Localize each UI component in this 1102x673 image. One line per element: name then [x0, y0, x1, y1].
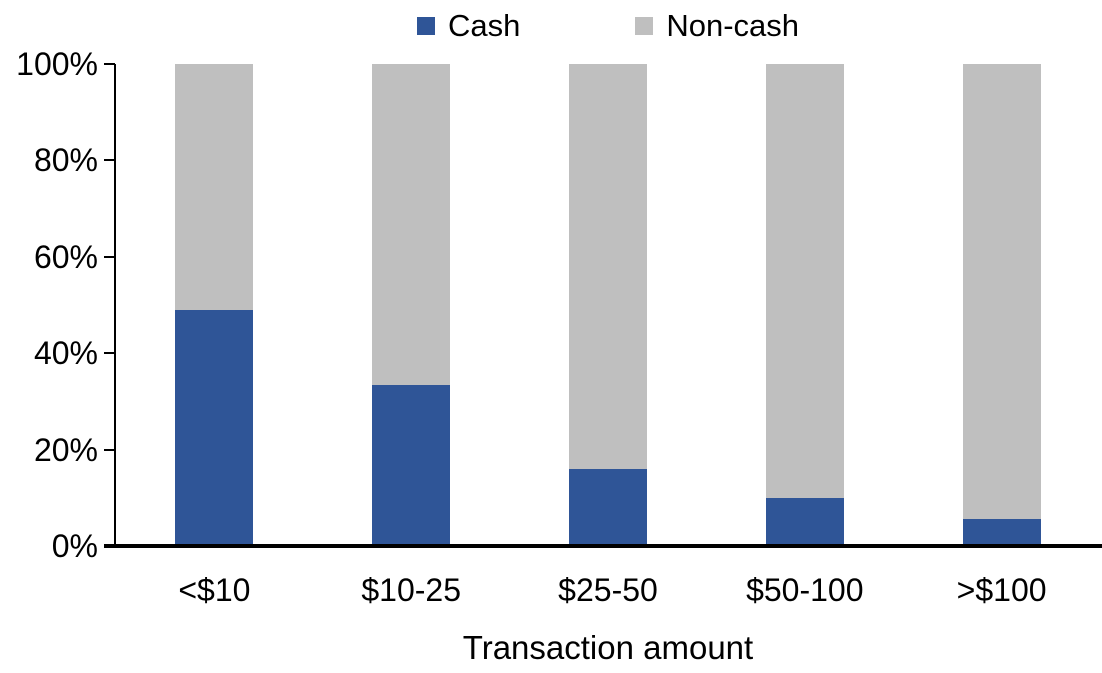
legend-label-noncash: Non-cash	[666, 8, 800, 43]
x-category-label: >$100	[956, 572, 1047, 608]
bar-noncash-segment	[175, 64, 254, 310]
bar-cash-segment	[175, 309, 254, 546]
y-tick-label: 40%	[33, 335, 98, 372]
x-category-label: $25-50	[558, 572, 658, 608]
y-tick-label: 20%	[33, 431, 98, 468]
bar-noncash-segment	[962, 64, 1041, 520]
cash-swatch-icon	[416, 16, 435, 35]
bar-cash-segment	[962, 519, 1041, 546]
legend: Cash Non-cash	[116, 10, 1100, 41]
y-tick-label: 0%	[51, 528, 98, 564]
legend-item-noncash: Non-cash	[635, 10, 799, 41]
bar-noncash-segment	[372, 64, 451, 385]
y-tick-mark	[104, 448, 115, 451]
x-category-label: <$10	[178, 572, 251, 608]
bar-cash-segment	[765, 497, 844, 546]
bar-noncash-segment	[765, 64, 844, 498]
y-tick-mark	[104, 352, 115, 355]
y-tick-label: 100%	[16, 46, 98, 82]
y-tick-mark	[104, 255, 115, 258]
noncash-swatch-icon	[635, 16, 654, 35]
y-tick-label: 80%	[33, 142, 98, 179]
x-category-label: $50-100	[746, 572, 864, 608]
legend-item-cash: Cash	[416, 8, 521, 43]
bar-noncash-segment	[569, 64, 647, 469]
plot-area	[116, 64, 1100, 546]
x-category-label: $10-25	[361, 572, 462, 608]
x-axis-title: Transaction amount	[462, 629, 754, 666]
x-axis-line	[104, 544, 1102, 548]
legend-label-cash: Cash	[447, 8, 521, 43]
y-tick-label: 60%	[33, 238, 98, 275]
y-tick-mark	[104, 159, 115, 162]
y-axis-line	[114, 64, 116, 546]
y-tick-mark	[104, 63, 115, 65]
bar-cash-segment	[372, 384, 451, 546]
bar-cash-segment	[569, 468, 647, 546]
